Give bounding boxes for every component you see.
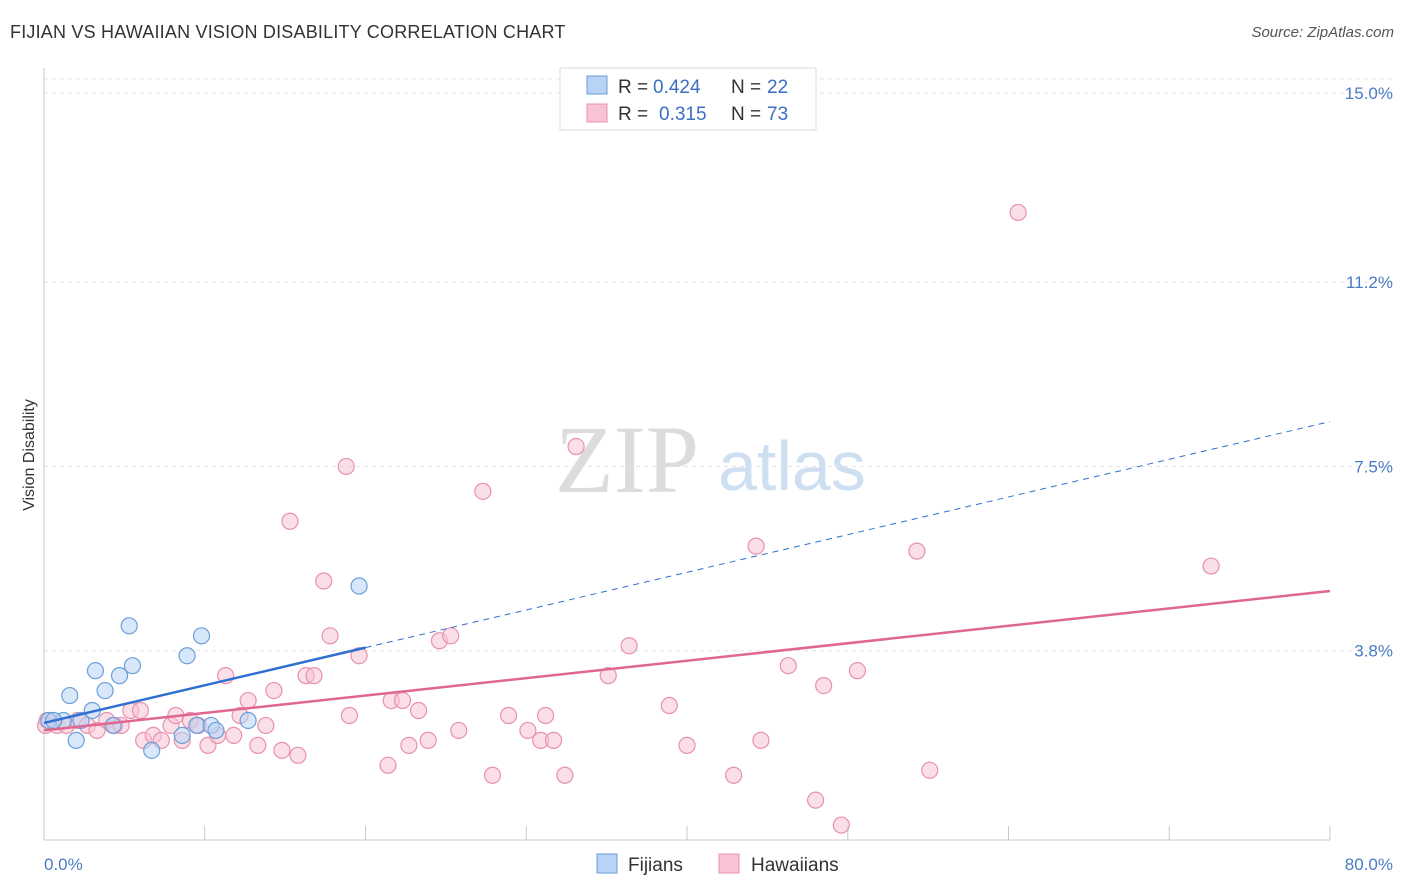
fijians-point-13 — [173, 726, 191, 745]
y-tick-labels: 3.8% 7.5% 11.2% 15.0% — [1345, 84, 1393, 661]
fijians-point-19 — [239, 711, 257, 730]
hawaiians-point-63 — [779, 657, 797, 675]
fijians-point-8 — [104, 716, 122, 735]
y-tick-label-1: 7.5% — [1354, 457, 1393, 476]
fijians-point-11 — [123, 657, 142, 675]
hawaiians-point-62 — [752, 731, 770, 749]
hawaiians-point-32 — [305, 667, 323, 685]
hawaiians-trend-line — [43, 589, 1331, 732]
fijians-point-3 — [67, 731, 85, 749]
hawaiians-point-47 — [474, 482, 492, 500]
series-legend: Fijians Hawaiians — [596, 853, 839, 876]
chart-source: Source: ZipAtlas.com — [1251, 24, 1394, 41]
hawaiians-point-58 — [660, 696, 678, 715]
hawaiians-point-49 — [499, 706, 518, 725]
y-tick-label-2: 11.2% — [1346, 273, 1393, 292]
x-tick-label-min: 0.0% — [44, 855, 83, 874]
bottom-legend-hawaiians-swatch — [718, 853, 740, 874]
legend-fijians-n-label: N = — [731, 77, 761, 98]
hawaiians-point-45 — [442, 627, 460, 645]
fijians-point-9 — [110, 667, 129, 685]
grid-lines — [44, 78, 1393, 652]
hawaiians-point-71 — [1202, 557, 1220, 575]
hawaiians-point-29 — [281, 512, 299, 530]
hawaiians-point-27 — [265, 681, 283, 700]
hawaiians-point-64 — [806, 791, 825, 809]
hawaiians-point-65 — [815, 676, 833, 695]
legend-hawaiians-n-label: N = — [731, 104, 761, 125]
fijians-points — [40, 577, 368, 759]
hawaiians-point-66 — [832, 816, 850, 834]
legend-hawaiians-r-value: 0.315 — [659, 104, 707, 125]
legend-hawaiians-swatch — [586, 103, 608, 123]
fijians-point-16 — [192, 627, 211, 645]
hawaiians-point-67 — [848, 662, 866, 680]
hawaiians-point-55 — [567, 437, 585, 456]
fijians-point-15 — [188, 716, 206, 735]
legend-hawaiians-n-value: 73 — [767, 104, 788, 125]
hawaiians-point-68 — [908, 542, 926, 560]
watermark-zip: ZIP — [555, 406, 699, 513]
hawaiians-point-38 — [379, 756, 397, 774]
hawaiians-point-35 — [337, 457, 355, 476]
hawaiians-point-43 — [419, 731, 437, 749]
hawaiians-point-46 — [450, 721, 468, 740]
hawaiians-point-25 — [249, 736, 267, 754]
hawaiians-point-50 — [519, 721, 537, 740]
hawaiians-point-41 — [400, 736, 418, 754]
fijians-point-6 — [86, 662, 105, 680]
hawaiians-point-37 — [350, 647, 368, 665]
hawaiians-point-30 — [289, 746, 307, 764]
hawaiians-point-69 — [921, 761, 939, 779]
hawaiians-point-54 — [556, 766, 574, 784]
hawaiians-point-26 — [257, 716, 275, 735]
fijians-trend-line — [43, 646, 366, 725]
legend-fijians-n-value: 22 — [767, 77, 788, 98]
hawaiians-point-52 — [536, 706, 555, 725]
fijians-point-7 — [96, 681, 114, 700]
fijians-point-18 — [207, 721, 225, 740]
legend-fijians-r-value: 0.424 — [653, 77, 701, 98]
fijians-point-10 — [120, 617, 138, 635]
hawaiians-point-60 — [725, 766, 743, 784]
y-tick-label-3: 15.0% — [1345, 84, 1393, 103]
legend-hawaiians-r-label: R = — [618, 104, 648, 125]
hawaiians-point-61 — [747, 537, 765, 555]
y-tick-label-0: 3.8% — [1354, 642, 1393, 661]
hawaiians-point-10 — [131, 701, 150, 720]
hawaiians-point-24 — [239, 691, 257, 710]
x-ticks — [43, 826, 1331, 840]
hawaiians-point-22 — [225, 726, 243, 745]
hawaiians-point-59 — [678, 736, 696, 754]
fijians-point-2 — [61, 686, 79, 705]
fijians-trend-extension — [365, 421, 1331, 649]
fijians-point-12 — [143, 741, 161, 759]
chart-title: FIJIAN VS HAWAIIAN VISION DISABILITY COR… — [10, 22, 566, 42]
trend-lines — [43, 421, 1331, 732]
bottom-legend-hawaiians-label: Hawaiians — [751, 855, 839, 876]
fijians-point-20 — [350, 577, 368, 595]
hawaiians-point-34 — [321, 627, 339, 645]
correlation-legend: R = 0.424 N = 22 R = 0.315 N = 73 — [559, 67, 817, 131]
hawaiians-point-70 — [1009, 203, 1027, 222]
hawaiians-point-53 — [544, 731, 563, 749]
x-tick-label-max: 80.0% — [1345, 855, 1393, 874]
bottom-legend-fijians-label: Fijians — [628, 855, 683, 876]
hawaiians-point-28 — [273, 741, 291, 759]
hawaiians-point-40 — [393, 691, 412, 710]
legend-fijians-swatch — [586, 75, 608, 95]
hawaiians-point-42 — [409, 701, 428, 720]
hawaiians-point-33 — [315, 572, 333, 590]
bottom-legend-fijians-swatch — [596, 853, 618, 874]
legend-fijians-r-label: R = — [618, 77, 648, 98]
fijians-point-14 — [178, 647, 196, 665]
y-axis-label: Vision Disability — [21, 399, 38, 511]
hawaiians-point-57 — [620, 637, 638, 655]
hawaiians-point-36 — [340, 706, 359, 725]
hawaiians-point-56 — [599, 667, 617, 685]
hawaiians-point-48 — [483, 766, 502, 784]
